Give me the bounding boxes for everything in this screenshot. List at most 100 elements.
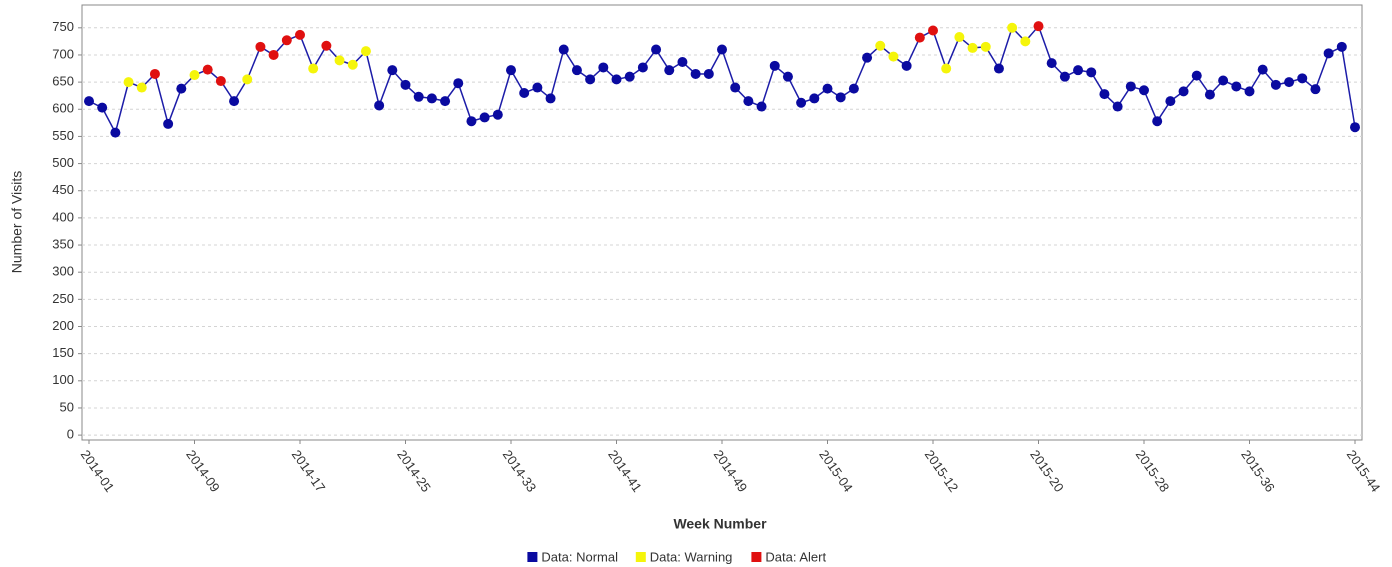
y-tick-label: 0 — [67, 427, 74, 442]
x-axis-title: Week Number — [673, 516, 767, 532]
legend-swatch — [635, 552, 646, 562]
data-point — [347, 59, 358, 70]
x-tick-label: 2014-09 — [183, 447, 223, 495]
data-point — [229, 96, 240, 107]
data-point — [585, 74, 596, 85]
line-segment — [1341, 46, 1356, 128]
x-tick-label: 2014-41 — [605, 447, 645, 495]
data-point — [888, 51, 899, 62]
line-segment — [853, 57, 868, 89]
data-point — [809, 93, 820, 104]
x-tick-label: 2014-25 — [394, 447, 434, 495]
plot-area — [81, 4, 1363, 441]
data-point — [1139, 85, 1149, 96]
data-point — [321, 40, 332, 51]
data-point — [215, 76, 226, 87]
line-segment — [1143, 89, 1158, 122]
y-tick-label: 300 — [52, 264, 74, 279]
data-point — [848, 83, 859, 94]
data-point — [1020, 36, 1031, 47]
data-point — [703, 68, 714, 79]
x-tick-label: 2015-36 — [1238, 447, 1278, 495]
data-point — [453, 78, 464, 89]
data-point — [690, 68, 701, 79]
data-point — [1350, 122, 1360, 133]
data-point — [1310, 84, 1321, 95]
line-segment — [945, 36, 961, 69]
legend-swatch — [751, 552, 762, 562]
y-tick-label: 50 — [60, 399, 74, 414]
data-point — [558, 44, 569, 55]
data-point — [1270, 79, 1281, 90]
data-point — [967, 42, 978, 53]
data-point — [730, 82, 741, 93]
data-point — [1244, 86, 1255, 97]
y-tick-label: 600 — [52, 101, 74, 116]
legend-label: Data: Normal — [541, 549, 618, 564]
x-tick-label: 2014-49 — [711, 447, 751, 495]
line-segment — [549, 49, 565, 99]
data-point — [176, 83, 187, 94]
data-point — [1099, 89, 1110, 100]
data-point — [163, 118, 174, 129]
data-point — [149, 68, 160, 79]
data-point — [281, 35, 292, 46]
data-point — [875, 40, 886, 51]
data-point — [980, 41, 991, 52]
line-segment — [1314, 53, 1330, 90]
line-segment — [167, 88, 183, 125]
data-point — [862, 52, 873, 63]
y-tick-label: 200 — [52, 318, 74, 333]
y-tick-label: 700 — [52, 46, 74, 61]
data-point — [84, 96, 94, 107]
data-point — [255, 41, 266, 52]
data-point — [545, 93, 556, 104]
data-point — [532, 82, 543, 93]
data-point — [1257, 64, 1268, 75]
data-point — [110, 127, 121, 138]
data-point — [202, 64, 213, 75]
line-segment — [246, 46, 262, 80]
line-segment — [998, 27, 1013, 69]
y-tick-label: 650 — [52, 74, 74, 89]
data-point — [387, 65, 398, 76]
data-point — [479, 112, 490, 123]
data-point — [822, 83, 833, 94]
x-tick-label: 2015-20 — [1027, 447, 1067, 495]
line-segment — [905, 37, 921, 67]
data-point — [756, 101, 767, 112]
line-segment — [1037, 25, 1053, 64]
y-tick-label: 100 — [52, 372, 74, 387]
data-point — [571, 65, 582, 76]
y-tick-label: 400 — [52, 209, 74, 224]
data-point — [928, 25, 938, 36]
data-point — [1046, 58, 1057, 69]
y-tick-label: 350 — [52, 236, 74, 251]
data-point — [717, 44, 727, 55]
data-point — [1152, 116, 1163, 127]
data-point — [1086, 67, 1097, 78]
line-segment — [114, 81, 130, 133]
data-point — [466, 116, 477, 127]
y-axis-title: Number of Visits — [9, 171, 25, 273]
y-tick-label: 750 — [52, 19, 74, 34]
data-point — [993, 63, 1004, 74]
data-point — [1284, 77, 1295, 88]
data-point — [413, 91, 424, 102]
data-point — [941, 63, 952, 74]
data-point — [492, 109, 503, 120]
data-point — [308, 63, 319, 74]
data-point — [97, 102, 108, 113]
data-point — [1323, 48, 1334, 59]
data-point — [1336, 41, 1347, 52]
data-point — [664, 65, 675, 76]
data-point — [1165, 96, 1176, 107]
y-tick-label: 500 — [52, 155, 74, 170]
line-segment — [760, 65, 776, 107]
data-point — [624, 71, 635, 82]
data-point — [1297, 73, 1308, 84]
data-point — [334, 55, 345, 66]
data-point — [637, 62, 648, 73]
data-point — [400, 79, 411, 90]
